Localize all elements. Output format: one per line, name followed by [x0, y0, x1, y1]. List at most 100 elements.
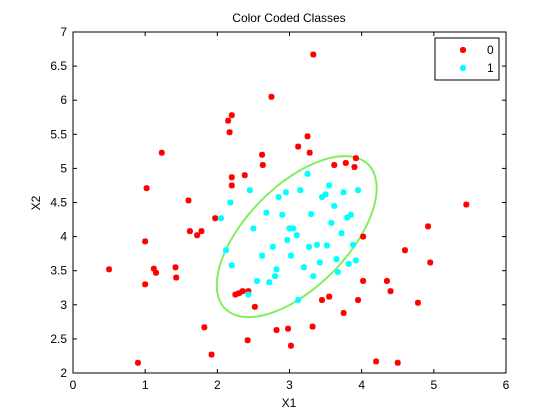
data-point-class-0 [241, 172, 248, 179]
data-point-class-1 [279, 211, 286, 218]
data-point-class-0 [360, 277, 367, 284]
data-point-class-1 [304, 170, 311, 177]
data-point-class-0 [152, 269, 159, 276]
data-point-class-0 [251, 303, 258, 310]
data-point-class-1 [340, 189, 347, 196]
data-point-class-1 [272, 273, 279, 280]
annotation-layer [215, 155, 378, 319]
data-point-class-0 [309, 323, 316, 330]
data-point-class-0 [351, 164, 358, 171]
data-point-class-1 [324, 242, 331, 249]
data-point-class-0 [232, 291, 239, 298]
data-point-class-1 [347, 211, 354, 218]
data-point-class-0 [142, 238, 149, 245]
y-tick-label: 2.5 [50, 332, 67, 346]
data-point-class-1 [297, 187, 304, 194]
data-point-class-0 [134, 359, 141, 366]
data-point-class-0 [340, 309, 347, 316]
data-point-class-1 [282, 189, 289, 196]
data-point-class-0 [373, 358, 380, 365]
y-tick-label: 3 [60, 298, 67, 312]
data-point-class-0 [186, 228, 193, 235]
data-point-class-0 [387, 288, 394, 295]
data-point-class-1 [308, 211, 315, 218]
plot-area [72, 31, 507, 374]
y-tick-label: 6 [60, 93, 67, 107]
data-point-class-0 [244, 337, 251, 344]
data-point-class-0 [355, 297, 362, 304]
data-point-class-0 [414, 299, 421, 306]
data-point-class-0 [285, 325, 292, 332]
legend-label-0: 0 [487, 43, 494, 57]
y-tick-label: 5.5 [50, 127, 67, 141]
data-point-class-0 [310, 51, 317, 58]
data-point-class-0 [208, 351, 215, 358]
data-point-class-0 [158, 149, 165, 156]
data-point-class-0 [352, 155, 359, 162]
data-point-class-1 [245, 291, 252, 298]
legend: 01 [434, 37, 500, 81]
data-point-class-1 [334, 269, 341, 276]
data-point-class-0 [239, 288, 246, 295]
legend-marker-0 [460, 47, 466, 53]
x-tick-label: 1 [142, 378, 149, 392]
data-point-class-0 [383, 277, 390, 284]
data-point-class-0 [259, 151, 266, 158]
data-point-class-0 [326, 293, 333, 300]
data-point-class-0 [212, 215, 219, 222]
data-point-class-0 [194, 232, 201, 239]
chart-title: Color Coded Classes [232, 11, 345, 25]
data-point-class-0 [185, 197, 192, 204]
data-point-class-0 [259, 161, 266, 168]
data-point-class-1 [328, 219, 335, 226]
data-point-class-0 [425, 223, 432, 230]
data-point-class-0 [273, 327, 280, 334]
y-tick-label: 3.5 [50, 264, 67, 278]
data-point-class-1 [228, 262, 235, 269]
data-point-class-1 [316, 259, 323, 266]
data-point-class-1 [355, 187, 362, 194]
data-point-class-1 [287, 252, 294, 259]
data-point-class-0 [427, 259, 434, 266]
x-tick-label: 5 [430, 378, 437, 392]
data-point-class-1 [338, 230, 345, 237]
data-point-class-1 [350, 241, 357, 248]
y-axis: 2 2.5 3 3.5 4 4.5 5 5.5 6 6.5 7 [50, 25, 506, 380]
data-point-class-1 [250, 225, 257, 232]
y-tick-label: 2 [60, 366, 67, 380]
y-tick-label: 5 [60, 161, 67, 175]
y-tick-label: 4 [60, 230, 67, 244]
data-point-class-1 [322, 191, 329, 198]
y-tick-label: 4.5 [50, 196, 67, 210]
data-point-class-1 [295, 297, 302, 304]
data-point-class-0 [306, 149, 313, 156]
x-tick-label: 4 [358, 378, 365, 392]
data-point-class-0 [287, 342, 294, 349]
data-point-class-1 [222, 247, 229, 254]
data-point-class-0 [463, 201, 470, 208]
data-point-class-1 [266, 279, 273, 286]
data-point-class-1 [331, 202, 338, 209]
data-point-class-1 [326, 182, 333, 189]
data-point-class-1 [313, 241, 320, 248]
data-point-class-1 [300, 264, 307, 271]
data-point-class-1 [352, 257, 359, 264]
data-point-class-1 [284, 237, 291, 244]
data-point-class-0 [360, 233, 367, 240]
data-point-class-0 [304, 133, 311, 140]
data-point-class-0 [331, 161, 338, 168]
data-point-class-1 [269, 243, 276, 250]
data-point-class-0 [143, 185, 150, 192]
data-point-class-0 [268, 93, 275, 100]
data-point-class-0 [142, 281, 149, 288]
data-point-class-0 [394, 359, 401, 366]
data-point-class-0 [342, 159, 349, 166]
decision-boundary-ellipse [215, 155, 378, 319]
data-point-class-1 [290, 225, 297, 232]
legend-marker-1 [460, 65, 466, 71]
data-point-class-0 [318, 297, 325, 304]
y-axis-label: X2 [29, 195, 43, 210]
data-point-class-1 [254, 277, 261, 284]
data-point-class-0 [228, 112, 235, 119]
